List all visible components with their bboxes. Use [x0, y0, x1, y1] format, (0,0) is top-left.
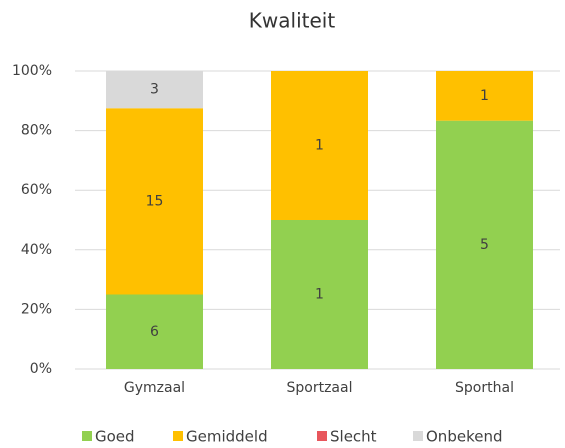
y-tick-label: 20%: [21, 301, 52, 317]
data-label: 15: [146, 193, 164, 209]
x-tick-label: Sportzaal: [287, 380, 353, 396]
y-tick-label: 40%: [21, 242, 52, 258]
x-tick-label: Sporthal: [455, 380, 514, 396]
bar-segment: [271, 71, 368, 220]
y-tick-label: 60%: [21, 182, 52, 198]
data-label: 1: [315, 287, 324, 303]
data-label: 3: [150, 82, 159, 98]
legend-label: Gemiddeld: [186, 428, 268, 446]
bar-segment: [106, 294, 203, 369]
data-label: 5: [480, 237, 489, 253]
legend-swatch: [173, 431, 183, 441]
y-tick-label: 0%: [30, 361, 52, 377]
legend-label: Onbekend: [426, 428, 502, 446]
data-label: 1: [315, 138, 324, 154]
y-tick-label: 100%: [12, 63, 52, 79]
bar-segment: [436, 120, 533, 370]
x-tick-label: Gymzaal: [124, 380, 185, 396]
data-label: 6: [150, 324, 159, 340]
legend-label: Slecht: [330, 428, 377, 446]
bar-segment: [436, 71, 533, 121]
y-tick-label: 80%: [21, 123, 52, 139]
legend-swatch: [82, 431, 92, 441]
bar-segment: [106, 71, 203, 109]
chart-title: Kwaliteit: [249, 9, 336, 33]
legend-label: Goed: [95, 428, 135, 446]
legend-swatch: [413, 431, 423, 441]
bar-segment: [106, 108, 203, 295]
legend-swatch: [317, 431, 327, 441]
bar-segment: [271, 220, 368, 369]
data-label: 1: [480, 88, 489, 104]
